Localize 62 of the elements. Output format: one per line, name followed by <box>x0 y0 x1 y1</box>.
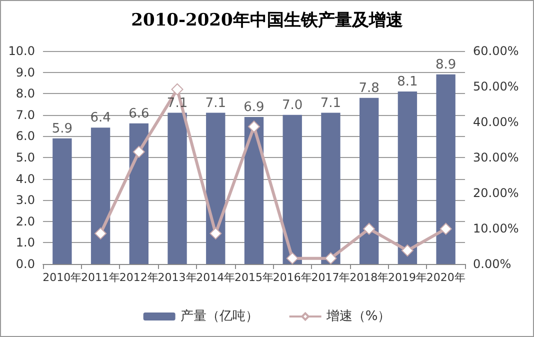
data-label: 7.8 <box>358 80 380 96</box>
y2-tick-label: 10.00% <box>473 222 519 236</box>
y2-tick-label: 60.00% <box>473 44 519 58</box>
y-tick-label: 10.0 <box>8 44 35 58</box>
bar <box>90 128 110 264</box>
y-tick-label: 5.0 <box>16 150 35 164</box>
x-tick-label: 2015年 <box>234 271 274 284</box>
point <box>132 146 145 158</box>
legend-label: 增速（%） <box>325 309 391 324</box>
data-label: 7.1 <box>166 96 188 111</box>
data-label: 7.1 <box>205 96 226 111</box>
data-label: 5.9 <box>52 121 73 136</box>
chart-title: 2010-2020年中国生铁产量及增速 <box>131 10 403 30</box>
y2-tick-label: 0.00% <box>473 257 512 271</box>
y-tick-label: 3.0 <box>16 193 35 208</box>
bar <box>321 112 340 264</box>
y2-tick-label: 20.00% <box>473 186 519 200</box>
y2-tick-label: 50.00% <box>473 80 519 94</box>
x-tick-label: 2011年 <box>81 271 120 284</box>
bar <box>206 112 226 264</box>
bar <box>360 98 379 264</box>
y-tick-label: 6.0 <box>16 129 35 144</box>
bar <box>282 114 302 264</box>
x-tick-label: 2018年 <box>350 271 389 284</box>
y-tick-label: 0.0 <box>16 257 35 271</box>
y2-tick-label: 40.00% <box>473 115 519 129</box>
y-tick-label: 4.0 <box>16 172 35 186</box>
legend-label: 产量（亿吨） <box>180 309 258 324</box>
data-label: 7.0 <box>282 98 303 113</box>
x-tick-label: 2013年 <box>158 271 197 284</box>
point <box>171 83 184 96</box>
x-tick-label: 2017年 <box>311 271 350 284</box>
x-tick-label: 2020年 <box>426 271 466 284</box>
data-label: 8.1 <box>397 74 418 90</box>
data-label: 8.9 <box>435 57 456 72</box>
bar <box>168 112 187 264</box>
point <box>210 227 222 240</box>
point <box>324 252 337 264</box>
y-tick-label: 2.0 <box>16 214 35 228</box>
bar <box>129 123 148 264</box>
y-tick-label: 1.0 <box>16 236 35 250</box>
y-tick-label: 7.0 <box>16 108 35 122</box>
x-tick-label: 2016年 <box>272 271 312 284</box>
bar <box>52 138 72 264</box>
data-label: 6.9 <box>244 100 264 116</box>
y-tick-label: 9.0 <box>16 65 35 80</box>
x-tick-label: 2019年 <box>388 271 427 284</box>
point <box>94 227 107 240</box>
point <box>440 222 452 235</box>
point <box>248 120 260 133</box>
data-label: 7.1 <box>320 96 342 111</box>
point <box>363 222 376 235</box>
point <box>401 244 414 257</box>
point <box>286 252 298 264</box>
y2-tick-label: 30.00% <box>473 150 519 164</box>
x-tick-label: 2010年 <box>42 271 82 284</box>
bar <box>436 74 456 264</box>
bar <box>244 117 264 264</box>
x-tick-label: 2012年 <box>119 271 158 284</box>
x-tick-label: 2014年 <box>196 271 236 284</box>
y-tick-label: 8.0 <box>16 86 35 101</box>
bar <box>398 91 418 264</box>
